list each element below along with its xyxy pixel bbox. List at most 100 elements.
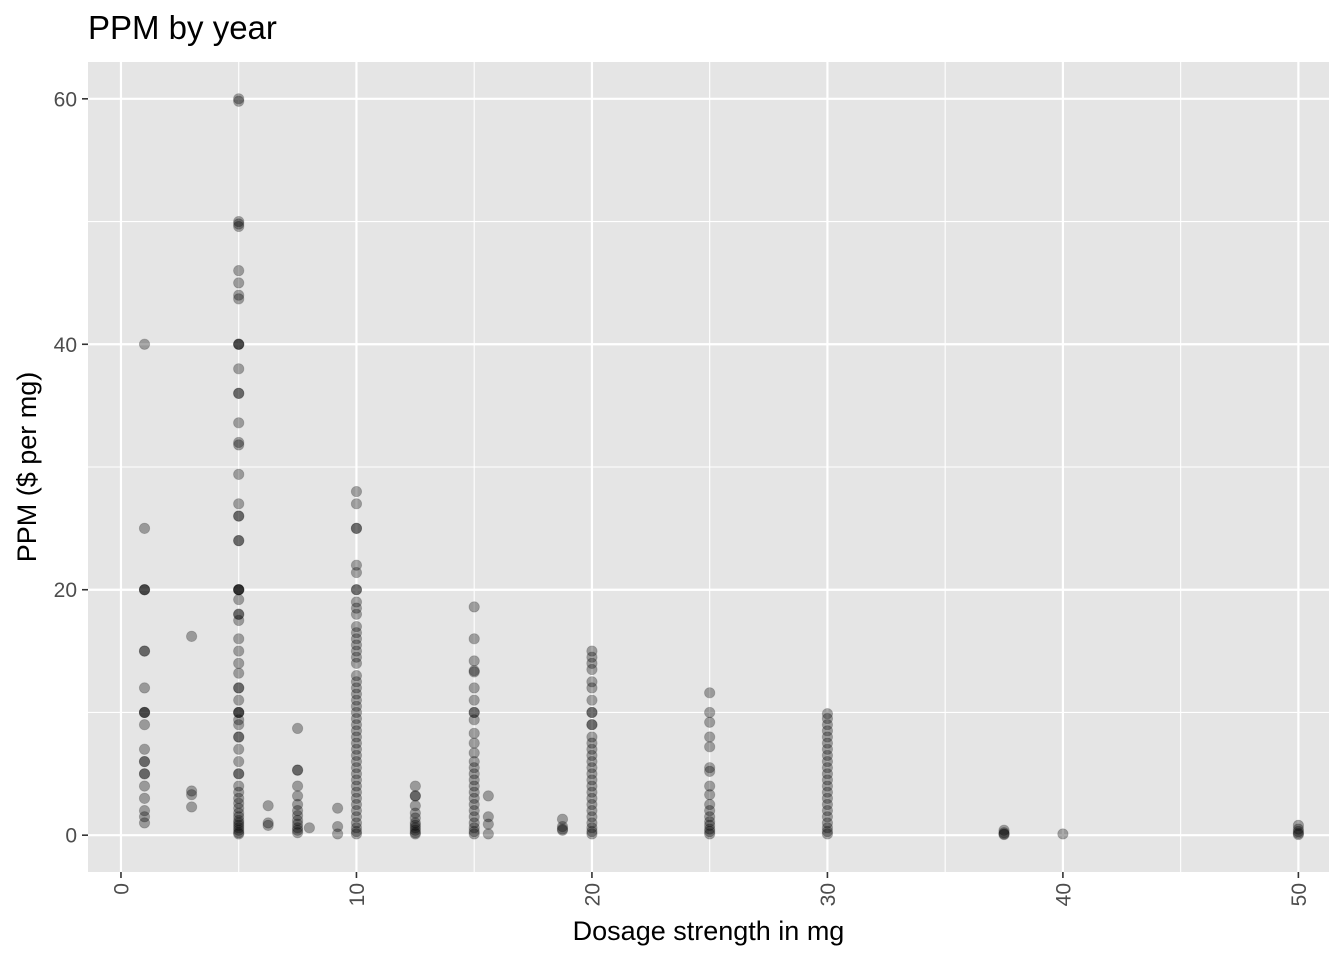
data-point xyxy=(822,829,832,839)
x-axis-tick-labels: 0 10 20 30 40 50 xyxy=(110,883,1310,906)
chart-title: PPM by year xyxy=(88,9,277,46)
data-point xyxy=(587,683,597,693)
data-point xyxy=(351,567,361,577)
data-point xyxy=(351,523,361,533)
data-point xyxy=(469,695,479,705)
data-point xyxy=(704,829,714,839)
data-point xyxy=(332,803,342,813)
data-point xyxy=(234,469,244,479)
data-point xyxy=(139,793,149,803)
data-point xyxy=(704,789,714,799)
y-axis-tick-labels: 0 20 40 60 xyxy=(54,88,77,847)
data-point xyxy=(704,688,714,698)
y-tick-label: 0 xyxy=(65,825,77,848)
x-axis-title: Dosage strength in mg xyxy=(573,916,845,946)
data-point xyxy=(234,440,244,450)
data-point xyxy=(234,221,244,231)
data-point xyxy=(263,801,273,811)
data-point xyxy=(587,664,597,674)
data-point xyxy=(469,656,479,666)
data-point xyxy=(410,791,420,801)
data-point xyxy=(704,707,714,717)
data-point xyxy=(234,278,244,288)
data-point xyxy=(587,829,597,839)
x-tick-label: 10 xyxy=(346,883,369,906)
data-point xyxy=(351,658,361,668)
data-point xyxy=(234,499,244,509)
data-point xyxy=(234,535,244,545)
data-point xyxy=(234,658,244,668)
data-point xyxy=(351,499,361,509)
data-point xyxy=(234,364,244,374)
data-point xyxy=(469,829,479,839)
data-point xyxy=(332,829,342,839)
data-point xyxy=(234,388,244,398)
data-point xyxy=(351,829,361,839)
data-point xyxy=(234,695,244,705)
y-axis-title: PPM ($ per mg) xyxy=(12,372,42,563)
data-point xyxy=(469,683,479,693)
data-point xyxy=(234,720,244,730)
data-point xyxy=(234,668,244,678)
data-point xyxy=(704,732,714,742)
data-point xyxy=(469,715,479,725)
data-point xyxy=(557,825,567,835)
data-point xyxy=(234,769,244,779)
data-point xyxy=(234,294,244,304)
data-point xyxy=(410,781,420,791)
data-point xyxy=(139,707,149,717)
data-point xyxy=(139,781,149,791)
x-tick-label: 20 xyxy=(581,883,604,906)
data-point xyxy=(263,820,273,830)
data-point xyxy=(139,744,149,754)
data-point xyxy=(469,602,479,612)
data-point xyxy=(234,744,244,754)
data-point xyxy=(587,695,597,705)
data-point xyxy=(234,683,244,693)
data-point xyxy=(234,96,244,106)
data-point xyxy=(587,707,597,717)
data-point xyxy=(999,829,1009,839)
data-point xyxy=(351,609,361,619)
data-point xyxy=(234,829,244,839)
data-point xyxy=(304,823,314,833)
data-point xyxy=(292,723,302,733)
data-point xyxy=(234,594,244,604)
data-point xyxy=(351,486,361,496)
data-point xyxy=(186,789,196,799)
data-point xyxy=(234,265,244,275)
data-point xyxy=(483,819,493,829)
y-tick-label: 40 xyxy=(54,334,77,357)
data-point xyxy=(234,756,244,766)
data-point xyxy=(469,738,479,748)
data-point xyxy=(139,683,149,693)
data-point xyxy=(139,585,149,595)
data-point xyxy=(234,511,244,521)
data-point xyxy=(186,802,196,812)
data-point xyxy=(292,765,302,775)
data-point xyxy=(704,717,714,727)
data-point xyxy=(469,667,479,677)
data-point xyxy=(410,829,420,839)
data-point xyxy=(139,523,149,533)
data-point xyxy=(483,791,493,801)
data-point xyxy=(1293,829,1303,839)
data-point xyxy=(483,829,493,839)
data-point xyxy=(469,634,479,644)
data-point xyxy=(1058,829,1068,839)
data-point xyxy=(587,720,597,730)
data-point xyxy=(234,615,244,625)
x-tick-label: 30 xyxy=(817,883,840,906)
data-point xyxy=(139,720,149,730)
data-point xyxy=(234,634,244,644)
data-point xyxy=(292,781,302,791)
data-point xyxy=(234,585,244,595)
data-point xyxy=(186,631,196,641)
data-point xyxy=(704,742,714,752)
data-point xyxy=(234,732,244,742)
data-point xyxy=(139,339,149,349)
y-tick-label: 20 xyxy=(54,579,77,602)
data-point xyxy=(234,339,244,349)
